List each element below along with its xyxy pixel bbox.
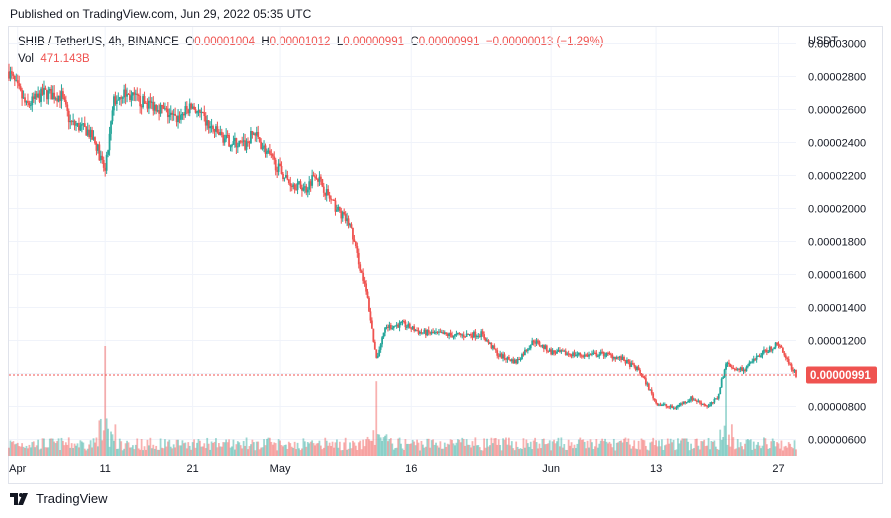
ohlc-row: SHIB / TetherUS, 4h, BINANCE O0.00001004… — [18, 34, 604, 51]
open-label: O — [185, 36, 195, 48]
high-value: 0.00001012 — [269, 36, 331, 48]
change-value: −0.00000013 (−1.29%) — [485, 36, 604, 48]
vol-value: 471.143B — [40, 53, 90, 65]
brand-name: TradingView — [36, 491, 108, 506]
low-value: 0.00000991 — [343, 36, 404, 48]
symbol-title[interactable]: SHIB / TetherUS, 4h, BINANCE — [18, 36, 179, 48]
chart-frame[interactable] — [8, 26, 883, 484]
footer-brand[interactable]: TradingView — [10, 491, 108, 506]
volume-row: Vol 471.143B — [18, 51, 604, 68]
vol-label: Vol — [18, 53, 34, 65]
close-label: C — [410, 36, 419, 48]
open-value: 0.00001004 — [194, 36, 255, 48]
chart-legend: SHIB / TetherUS, 4h, BINANCE O0.00001004… — [18, 34, 604, 68]
close-value: 0.00000991 — [418, 36, 480, 48]
low-label: L — [336, 36, 344, 48]
tradingview-logo-icon — [10, 492, 28, 505]
published-caption: Published on TradingView.com, Jun 29, 20… — [10, 7, 312, 21]
high-label: H — [261, 36, 270, 48]
